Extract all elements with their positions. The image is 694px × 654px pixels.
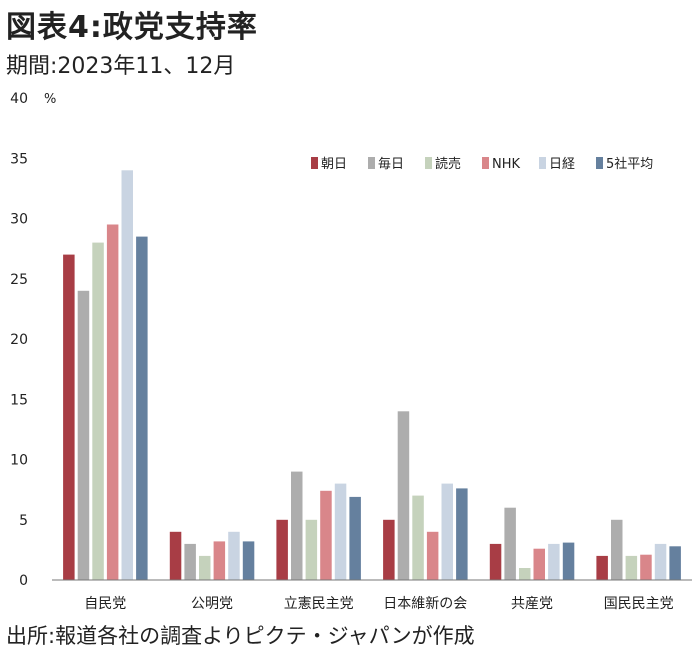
- bar: [640, 554, 652, 580]
- y-tick-label: 30: [10, 212, 28, 228]
- period-label: 期間:2023年11、12月: [6, 54, 236, 79]
- legend-swatch: [596, 157, 603, 169]
- source-note: 出所:報道各社の調査よりピクテ・ジャパンが作成: [6, 624, 475, 648]
- bar: [426, 531, 439, 580]
- bar: [106, 224, 119, 580]
- y-tick-label: 40: [10, 91, 28, 107]
- y-tick-label: 25: [10, 272, 28, 288]
- bar: [489, 543, 502, 580]
- bar: [456, 488, 468, 580]
- legend-swatch: [311, 157, 318, 169]
- legend-item: 毎日: [368, 156, 404, 172]
- legend-label: 朝日: [321, 157, 347, 172]
- bar: [669, 546, 681, 580]
- bar: [77, 290, 90, 580]
- bar: [121, 170, 133, 581]
- legend-item: 朝日: [311, 157, 347, 172]
- bar: [136, 236, 148, 580]
- legend-swatch: [425, 157, 432, 169]
- legend-item: NHK: [482, 157, 521, 172]
- legend-item: 日経: [539, 157, 575, 172]
- chart-title: 図表4:政党支持率: [6, 10, 258, 45]
- bar: [169, 531, 182, 580]
- y-tick-label: 15: [10, 392, 28, 408]
- bar: [63, 254, 75, 580]
- bars: [63, 170, 681, 581]
- legend-label: NHK: [492, 157, 521, 172]
- bar: [611, 519, 623, 581]
- y-tick-label: 0: [19, 573, 28, 589]
- bar: [276, 519, 288, 581]
- x-tick-label: 自民党: [84, 596, 126, 612]
- x-axis-labels: 自民党 公明党 立憲民主党 日本維新の会 共産党 国民民主党: [84, 595, 673, 612]
- legend: 朝日 毎日 読売 NHK 日経 5社平均: [311, 156, 653, 172]
- bar: [320, 490, 332, 580]
- x-tick-label: 国民民主党: [604, 596, 674, 612]
- legend-label: 読売: [435, 156, 461, 172]
- y-tick-label: 20: [10, 332, 28, 348]
- bar: [596, 555, 608, 580]
- y-tick-label: 5: [19, 513, 28, 529]
- y-axis: 0 5 10 15 20 25 30 35 40: [10, 91, 28, 589]
- bar: [334, 483, 347, 580]
- bar: [625, 555, 638, 580]
- legend-item: 読売: [425, 156, 461, 172]
- bar: [92, 242, 104, 580]
- bar: [291, 471, 303, 580]
- y-unit-label: %: [44, 92, 56, 107]
- legend-label: 毎日: [378, 156, 404, 172]
- bar: [412, 495, 424, 580]
- bar: [349, 496, 361, 580]
- bar: [383, 519, 395, 581]
- bar: [533, 548, 545, 580]
- legend-label: 日経: [549, 157, 575, 172]
- bar: [228, 531, 240, 580]
- legend-swatch: [368, 157, 375, 169]
- bar: [242, 541, 255, 580]
- bar: [305, 519, 318, 581]
- bar: [548, 543, 560, 580]
- x-tick-label: 日本維新の会: [383, 596, 467, 612]
- x-tick-label: 共産党: [511, 596, 553, 612]
- bar: [213, 541, 226, 580]
- legend-item: 5社平均: [596, 156, 653, 172]
- y-tick-label: 35: [10, 151, 28, 167]
- bar: [441, 483, 453, 580]
- legend-label: 5社平均: [606, 156, 653, 172]
- bar: [199, 555, 211, 580]
- y-tick-label: 10: [10, 453, 28, 469]
- bar: [504, 507, 516, 580]
- bar: [519, 568, 531, 580]
- bar: [562, 542, 575, 580]
- legend-swatch: [539, 157, 546, 169]
- bar: [654, 543, 667, 580]
- x-tick-label: 立憲民主党: [284, 595, 354, 612]
- bar: [184, 543, 196, 580]
- legend-swatch: [482, 157, 489, 169]
- bar: [397, 411, 410, 580]
- x-tick-label: 公明党: [191, 596, 233, 612]
